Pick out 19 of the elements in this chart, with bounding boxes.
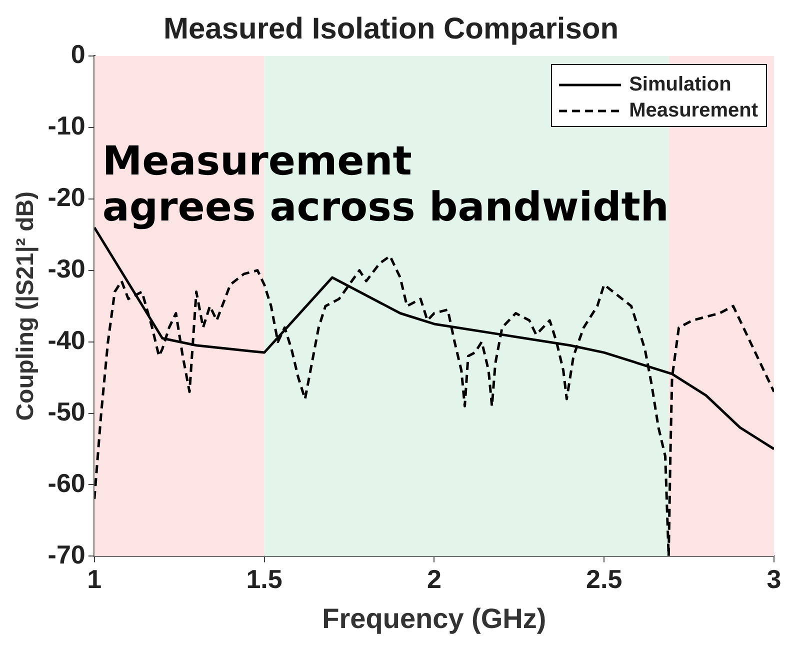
- y-tick-label: -50: [48, 396, 86, 426]
- chart-title: Measured Isolation Comparison: [163, 12, 619, 46]
- x-tick-label: 2: [426, 564, 442, 594]
- x-tick-label: 1.5: [246, 564, 282, 594]
- legend-label: Measurement: [629, 100, 758, 122]
- y-tick-label: -70: [48, 539, 86, 570]
- y-axis-title: Coupling (|S21|² dB): [12, 191, 40, 421]
- x-tick-label: 1: [87, 564, 102, 594]
- x-axis-title: Frequency (GHz): [322, 602, 546, 634]
- y-tick-label: -30: [48, 254, 86, 284]
- y-tick-label: -20: [48, 182, 86, 212]
- y-tick-label: -10: [48, 110, 86, 141]
- y-tick-label: -60: [48, 468, 86, 498]
- y-tick-label: -40: [48, 325, 86, 355]
- legend-label: Simulation: [629, 74, 732, 96]
- y-tick-label: 0: [70, 39, 86, 70]
- x-tick-label: 3: [766, 564, 782, 594]
- annotation: Measurement agrees across bandwidth: [102, 138, 669, 230]
- x-tick-label: 2.5: [586, 564, 622, 594]
